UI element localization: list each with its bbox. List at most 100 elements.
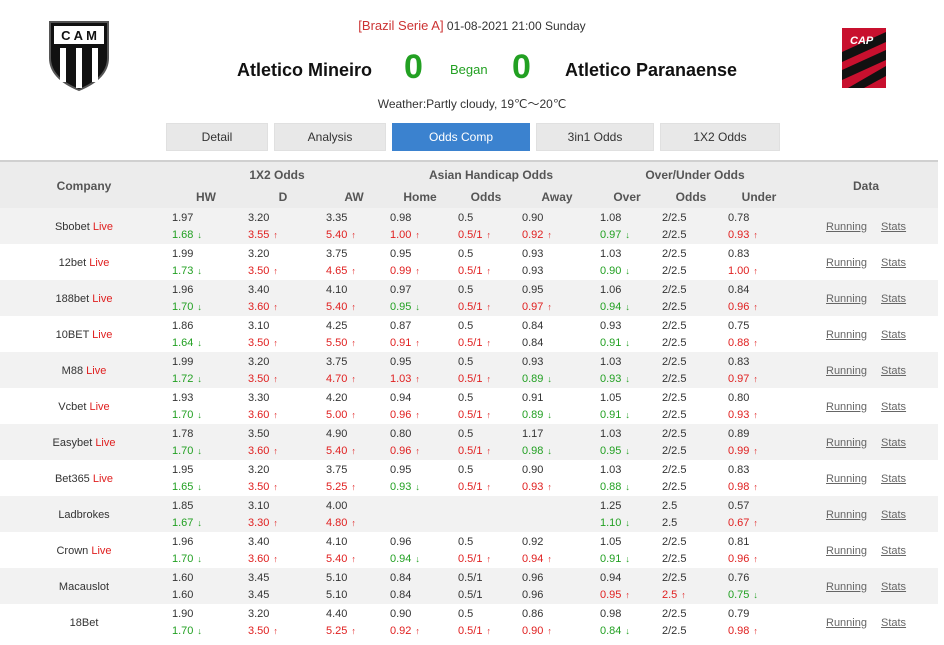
live-odds-cell: 1.68 ↓ bbox=[168, 226, 244, 244]
live-link[interactable]: Live bbox=[92, 328, 113, 341]
running-link[interactable]: Running bbox=[826, 472, 867, 485]
away-score: 0 bbox=[512, 48, 531, 86]
live-odds-value: 2/2.5 bbox=[662, 337, 687, 349]
live-odds-value: 2/2.5 bbox=[662, 445, 687, 457]
stats-link[interactable]: Stats bbox=[880, 616, 907, 629]
arrow-down-icon: ↓ bbox=[197, 374, 202, 384]
live-link[interactable]: Live bbox=[89, 256, 110, 269]
live-link[interactable]: Live bbox=[92, 472, 114, 485]
live-odds-value: 0.91 bbox=[600, 553, 622, 565]
live-odds-value: 1.68 bbox=[172, 229, 194, 241]
live-odds-cell: 1.00 ↑ bbox=[386, 226, 454, 244]
live-odds-value: 2/2.5 bbox=[662, 625, 687, 637]
live-odds-value: 1.70 bbox=[172, 409, 194, 421]
odds-row: Macauslot 1.60 3.45 5.10 0.84 0.5/1 0.96 0.94 2/… bbox=[0, 568, 939, 604]
running-link[interactable]: Running bbox=[826, 508, 867, 521]
opening-odds-cell: 0.5 bbox=[458, 463, 474, 476]
company-name[interactable]: 12bet bbox=[58, 256, 87, 269]
tab-1x2-odds[interactable]: 1X2 Odds bbox=[660, 123, 780, 151]
arrow-up-icon: ↑ bbox=[486, 482, 491, 492]
live-odds-cell: 0.5/1 ↑ bbox=[454, 478, 518, 496]
live-link[interactable]: Live bbox=[92, 220, 114, 233]
opening-odds-cell: 1.03 bbox=[596, 424, 658, 442]
tab-odds-comp[interactable]: Odds Comp bbox=[392, 123, 530, 151]
arrow-up-icon: ↑ bbox=[415, 626, 420, 636]
running-link[interactable]: Running bbox=[826, 256, 867, 269]
tab-detail[interactable]: Detail bbox=[166, 123, 268, 151]
arrow-up-icon: ↑ bbox=[273, 482, 278, 492]
running-link[interactable]: Running bbox=[826, 364, 867, 377]
company-name[interactable]: Ladbrokes bbox=[58, 508, 110, 521]
company-name[interactable]: 10BET bbox=[55, 328, 90, 341]
running-link[interactable]: Running bbox=[826, 544, 867, 557]
arrow-down-icon: ↓ bbox=[753, 590, 758, 600]
running-link[interactable]: Running bbox=[826, 616, 867, 629]
arrow-up-icon: ↑ bbox=[753, 518, 758, 528]
stats-link[interactable]: Stats bbox=[880, 436, 907, 449]
running-link[interactable]: Running bbox=[826, 400, 867, 413]
odds-row: Crown Live 1.96 3.40 4.10 0.96 0.5 0.92 1.05 2/2… bbox=[0, 532, 938, 557]
live-odds-value: 0.88 bbox=[600, 481, 622, 493]
tab-analysis[interactable]: Analysis bbox=[274, 123, 386, 151]
stats-link[interactable]: Stats bbox=[880, 508, 907, 521]
away-team-name[interactable]: Atletico Paranaense bbox=[565, 60, 738, 80]
stats-link[interactable]: Stats bbox=[880, 400, 907, 413]
company-name[interactable]: 18Bet bbox=[69, 616, 99, 629]
live-odds-cell: 0.5/1 ↑ bbox=[454, 622, 518, 640]
opening-odds-cell: 0.95 bbox=[518, 280, 596, 298]
running-link[interactable]: Running bbox=[826, 580, 867, 593]
stats-link[interactable]: Stats bbox=[880, 472, 907, 485]
live-link[interactable]: Live bbox=[91, 544, 112, 557]
stats-link[interactable]: Stats bbox=[880, 364, 907, 377]
running-link[interactable]: Running bbox=[826, 220, 867, 233]
opening-odds-cell: 1.96 bbox=[172, 535, 194, 548]
live-odds-value: 3.50 bbox=[248, 265, 270, 277]
arrow-down-icon: ↓ bbox=[197, 302, 202, 312]
arrow-down-icon: ↓ bbox=[625, 626, 630, 636]
company-name[interactable]: Sbobet bbox=[54, 220, 90, 233]
live-odds-value: 0.84 bbox=[390, 589, 412, 601]
opening-odds-cell: 1.97 bbox=[168, 208, 244, 226]
company-cell: Easybet Live bbox=[0, 424, 168, 460]
live-odds-value: 5.40 bbox=[326, 445, 348, 457]
arrow-up-icon: ↑ bbox=[273, 554, 278, 564]
arrow-up-icon: ↑ bbox=[273, 230, 278, 240]
company-cell: Sbobet Live bbox=[0, 208, 168, 244]
live-odds-value: 1.73 bbox=[172, 265, 194, 277]
opening-odds-cell: 0.5 bbox=[458, 535, 474, 548]
stats-link[interactable]: Stats bbox=[880, 328, 907, 341]
stats-link[interactable]: Stats bbox=[880, 544, 907, 557]
tab-3in1-odds[interactable]: 3in1 Odds bbox=[536, 123, 654, 151]
opening-odds-cell: 1.03 bbox=[600, 463, 622, 476]
company-name[interactable]: 188bet bbox=[55, 292, 90, 305]
opening-odds-cell: 2/2.5 bbox=[662, 247, 687, 260]
stats-link[interactable]: Stats bbox=[880, 292, 907, 305]
arrow-up-icon: ↑ bbox=[486, 230, 491, 240]
live-link[interactable]: Live bbox=[92, 292, 113, 305]
arrow-up-icon: ↑ bbox=[547, 626, 552, 636]
live-odds-cell: 2/2.5 bbox=[658, 334, 724, 352]
live-odds-cell: 0.97 ↑ bbox=[724, 370, 795, 388]
live-odds-cell: 2.5 ↑ bbox=[658, 586, 724, 604]
arrow-down-icon: ↓ bbox=[625, 266, 630, 276]
live-odds-value: 0.92 bbox=[522, 229, 544, 241]
league-name[interactable]: [Brazil Serie A] bbox=[358, 18, 444, 33]
company-name[interactable]: Crown bbox=[56, 544, 89, 557]
home-team-name[interactable]: Atletico Mineiro bbox=[236, 60, 372, 80]
stats-link[interactable]: Stats bbox=[880, 580, 907, 593]
company-name[interactable]: Bet365 bbox=[54, 472, 90, 485]
live-link[interactable]: Live bbox=[89, 400, 110, 413]
stats-link[interactable]: Stats bbox=[880, 220, 907, 233]
company-name[interactable]: M88 bbox=[61, 364, 84, 377]
running-link[interactable]: Running bbox=[826, 436, 867, 449]
running-link[interactable]: Running bbox=[826, 292, 867, 305]
live-link[interactable]: Live bbox=[95, 436, 116, 449]
company-name[interactable]: Easybet bbox=[52, 436, 93, 449]
running-link[interactable]: Running bbox=[826, 328, 867, 341]
company-name[interactable]: Vcbet bbox=[58, 400, 87, 413]
opening-odds-cell: 0.93 bbox=[600, 319, 622, 332]
live-link[interactable]: Live bbox=[86, 364, 107, 377]
stats-link[interactable]: Stats bbox=[880, 256, 907, 269]
arrow-down-icon: ↓ bbox=[625, 302, 630, 312]
company-name[interactable]: Macauslot bbox=[58, 580, 110, 593]
